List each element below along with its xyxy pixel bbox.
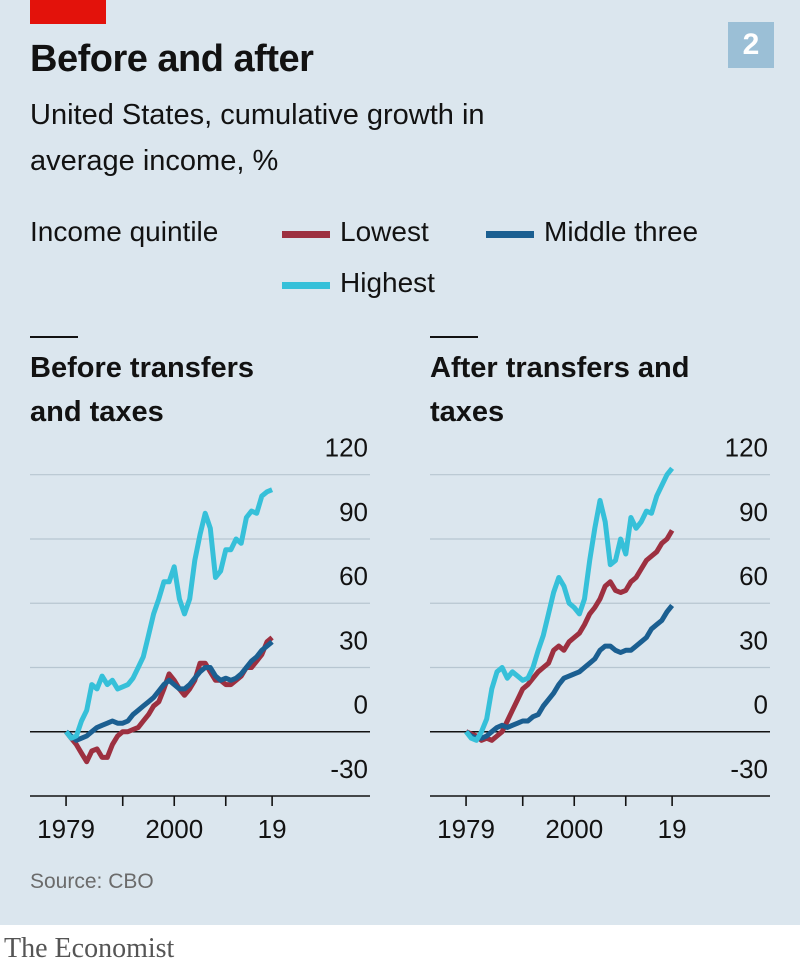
brand: The Economist: [4, 933, 175, 964]
legend-swatch: [282, 282, 330, 289]
legend-swatch: [282, 231, 330, 238]
y-tick-label: 60: [739, 561, 768, 591]
series-line: [64, 639, 274, 743]
panel-title: After transfers and taxes: [430, 352, 690, 428]
x-tick-label: 19: [258, 814, 287, 844]
subtitle: United States, cumulative growth in aver…: [30, 99, 485, 177]
x-tick-label: 2000: [545, 814, 603, 844]
y-tick-label: 30: [739, 625, 768, 655]
y-tick-label: 120: [725, 433, 768, 463]
legend-label: Lowest: [340, 216, 429, 247]
source: Source: CBO: [30, 870, 154, 893]
chart-number: 2: [728, 22, 774, 68]
x-tick-label: 1979: [37, 814, 95, 844]
charts: -30 0 30 60 90 120 1979 2000 19 -30 0 30 60 90 120 1979…: [30, 336, 770, 844]
series-line: [64, 487, 274, 741]
legend-swatch: [486, 231, 534, 238]
red-tag: [30, 0, 106, 24]
x-tick-label: 2000: [145, 814, 203, 844]
legend-title: Income quintile: [30, 216, 219, 247]
x-tick-label: 19: [658, 814, 687, 844]
series-line: [464, 603, 675, 741]
y-tick-label: 90: [339, 497, 368, 527]
series-line: [464, 466, 675, 743]
y-tick-label: 0: [754, 690, 768, 720]
panel-title: Before transfers and taxes: [30, 352, 255, 428]
y-tick-label: 0: [354, 690, 368, 720]
y-tick-label: 30: [339, 625, 368, 655]
title: Before and after: [30, 38, 314, 80]
x-tick-label: 1979: [437, 814, 495, 844]
background: [0, 0, 800, 925]
y-tick-label: 90: [739, 497, 768, 527]
series-line: [465, 529, 675, 743]
y-tick-label: -30: [330, 754, 368, 784]
legend-label: Middle three: [544, 216, 699, 247]
legend-label: Highest: [340, 267, 435, 298]
series-line: [64, 635, 274, 765]
y-tick-label: -30: [730, 754, 768, 784]
y-tick-label: 60: [339, 561, 368, 591]
y-tick-label: 120: [325, 433, 368, 463]
